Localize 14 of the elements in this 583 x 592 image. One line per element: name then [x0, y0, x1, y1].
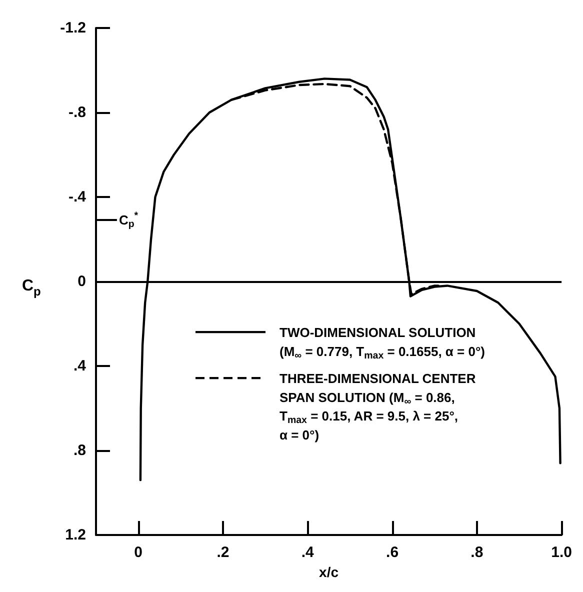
y-tick-label: -1.2: [60, 20, 86, 36]
y-tick-label: -.8: [68, 104, 86, 121]
y-tick-label: 1.2: [65, 526, 86, 544]
x-tick-label: .4: [301, 544, 315, 561]
y-tick-label: 0: [78, 273, 86, 290]
x-axis-title: x/c: [319, 564, 339, 580]
y-tick-label: .4: [73, 358, 87, 374]
x-tick-label: 1.0: [551, 544, 572, 561]
x-tick-label: .2: [216, 544, 230, 561]
x-tick-label: 0: [134, 544, 142, 561]
y-tick-label: .8: [73, 442, 86, 459]
x-tick-label: .8: [470, 544, 484, 561]
y-tick-label: -.4: [68, 188, 87, 206]
x-tick-label: .6: [386, 544, 399, 561]
